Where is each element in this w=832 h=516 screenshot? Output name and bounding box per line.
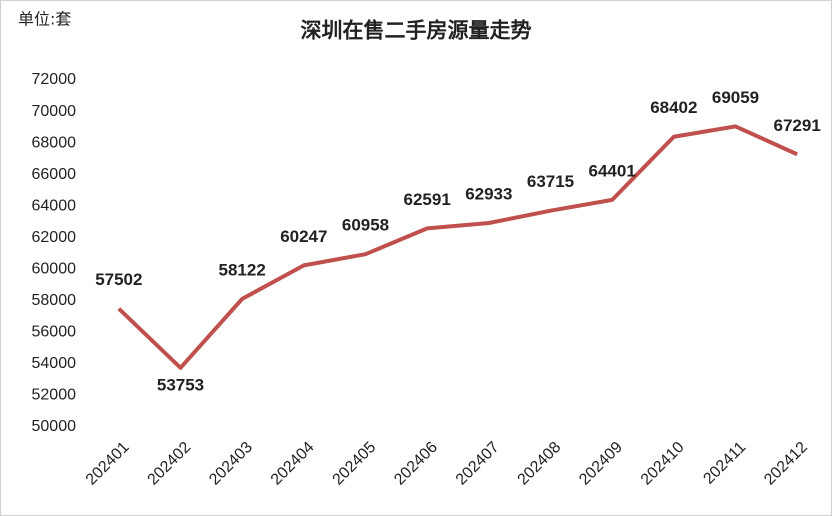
data-label: 60958	[342, 216, 389, 235]
y-tick-label: 52000	[32, 387, 77, 404]
y-tick-label: 66000	[32, 166, 77, 183]
y-tick-label: 58000	[32, 292, 77, 309]
y-tick-label: 68000	[32, 134, 77, 151]
data-label: 67291	[774, 116, 821, 135]
y-tick-label: 56000	[32, 324, 77, 341]
unit-label: 单位:套	[18, 10, 71, 29]
data-label: 69059	[712, 88, 759, 107]
data-label: 53753	[157, 375, 204, 394]
data-label: 62591	[404, 190, 451, 209]
y-tick-label: 70000	[32, 103, 77, 120]
y-tick-label: 62000	[32, 229, 77, 246]
data-label: 68402	[650, 98, 697, 117]
data-label: 64401	[589, 161, 636, 180]
data-label: 60247	[280, 227, 327, 246]
data-label: 63715	[527, 172, 574, 191]
y-tick-label: 54000	[32, 355, 77, 372]
line-series	[117, 124, 798, 370]
data-label: 62933	[465, 184, 512, 203]
y-tick-label: 60000	[32, 260, 77, 277]
chart-title: 深圳在售二手房源量走势	[301, 18, 532, 43]
y-tick-label: 72000	[32, 71, 77, 88]
y-tick-label: 64000	[32, 197, 77, 214]
y-tick-label: 50000	[32, 418, 77, 435]
data-label: 58122	[219, 260, 266, 279]
data-label: 57502	[95, 270, 142, 289]
